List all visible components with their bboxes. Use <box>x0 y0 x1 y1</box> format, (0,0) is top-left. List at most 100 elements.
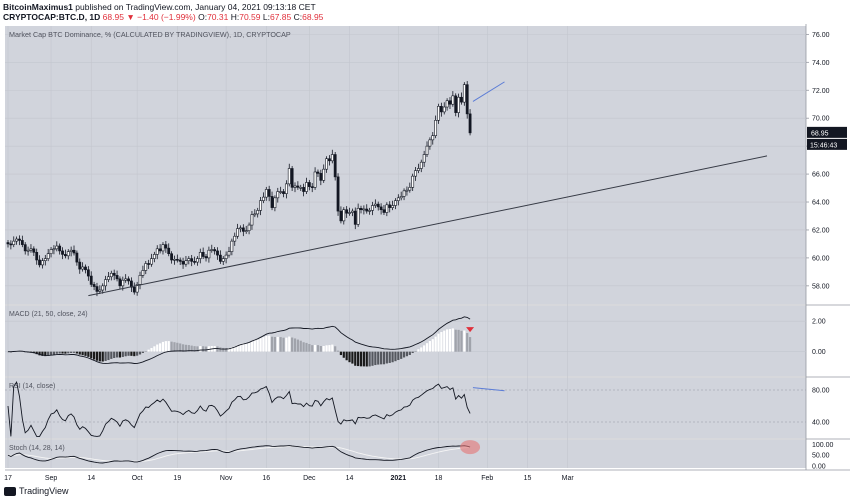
candle-up <box>161 244 165 252</box>
candle-up <box>109 272 113 278</box>
macd-line <box>8 316 471 364</box>
stoch-y-tick-label: 0.00 <box>812 463 826 470</box>
macd-histogram-bar <box>423 345 426 352</box>
symbol-header: CRYPTOCAP:BTC.D, 1D 68.95 ▼ −1.40 (−1.99… <box>3 12 323 22</box>
macd-histogram-bar <box>351 351 354 364</box>
macd-histogram-bar <box>138 351 142 355</box>
candle-down <box>388 204 392 208</box>
candle-down <box>204 256 208 259</box>
candle-up <box>98 289 102 292</box>
candle-down <box>147 263 151 265</box>
candle-up <box>52 248 56 251</box>
macd-histogram-bar <box>365 351 368 367</box>
macd-histogram-bar <box>130 351 133 356</box>
macd-histogram-bar <box>87 351 90 357</box>
candle-up <box>442 106 446 113</box>
y-tick-label: 60.00 <box>812 255 830 262</box>
x-tick-label: 17 <box>4 475 12 482</box>
macd-histogram-bar <box>101 351 104 362</box>
candle-down <box>9 243 13 246</box>
macd-histogram-bar <box>382 351 386 365</box>
macd-histogram-bar <box>219 347 222 352</box>
candle-up <box>350 210 354 213</box>
candle-up <box>196 258 199 263</box>
author-name[interactable]: BitcoinMaximus1 <box>3 2 73 12</box>
macd-histogram-bar <box>334 346 337 352</box>
candle-up <box>342 209 346 222</box>
symbol-name[interactable]: CRYPTOCAP:BTC.D, 1D <box>3 12 101 22</box>
candle-up <box>408 187 412 191</box>
candle-up <box>391 205 394 208</box>
candle-down <box>18 238 21 241</box>
x-tick-label: Nov <box>220 475 233 482</box>
candle-up <box>325 158 328 170</box>
y-tick-label: 66.00 <box>812 172 830 179</box>
macd-y-tick-label: 2.00 <box>812 319 826 326</box>
macd-histogram-bar <box>299 340 302 352</box>
candle-up <box>451 95 455 105</box>
macd-histogram-bar <box>170 341 173 352</box>
candle-down <box>282 191 285 194</box>
stoch-y-tick-label: 50.00 <box>812 453 830 460</box>
candle-up <box>399 196 403 199</box>
candle-up <box>138 275 142 285</box>
macd-histogram-bar <box>58 351 61 354</box>
candle-up <box>107 276 110 280</box>
macd-title: MACD (21, 50, close, 24) <box>9 311 88 318</box>
macd-histogram-bar <box>377 351 380 365</box>
macd-histogram-bar <box>49 351 53 356</box>
candle-up <box>250 214 254 226</box>
price-divergence-line <box>472 81 505 102</box>
candle-up <box>356 208 360 225</box>
macd-histogram-bar <box>156 344 159 352</box>
macd-histogram-bar <box>127 351 130 356</box>
macd-histogram-bar <box>153 346 156 352</box>
candle-up <box>49 249 53 255</box>
candle-up <box>284 183 288 194</box>
macd-histogram-bar <box>448 328 452 352</box>
stoch-highlight-circle <box>460 440 481 455</box>
macd-histogram-bar <box>276 336 279 352</box>
candle-down <box>267 189 271 197</box>
macd-histogram-bar <box>388 351 391 363</box>
candle-down <box>35 252 39 261</box>
stoch-signal-line <box>7 445 471 462</box>
y-tick-label: 72.00 <box>812 88 830 95</box>
candle-up <box>273 197 277 208</box>
macd-histogram-bar <box>268 335 271 352</box>
last-price: 68.95 <box>102 12 124 22</box>
candle-down <box>448 100 452 105</box>
candle-up <box>396 197 400 201</box>
candle-up <box>402 190 406 197</box>
candle-down <box>353 210 357 225</box>
macd-histogram-bar <box>316 345 320 352</box>
pane-background-0 <box>5 26 806 304</box>
macd-histogram-bar <box>81 351 84 356</box>
candle-up <box>198 252 202 259</box>
chart-canvas[interactable]: 17 Sep 14 Oct 19 Nov 16 Dec 14 2021 18 Feb 15 Mar 58.0… <box>0 24 850 486</box>
macd-histogram-bar <box>336 350 340 352</box>
candle-up <box>313 171 317 188</box>
candle-up <box>207 249 211 259</box>
candle-up <box>12 240 16 245</box>
macd-histogram-bar <box>359 351 363 367</box>
candle-down <box>359 208 363 211</box>
macd-histogram-bar <box>408 351 411 355</box>
candle-down <box>376 203 380 208</box>
candle-down <box>118 278 122 287</box>
candle-up <box>253 213 257 216</box>
macd-histogram-bar <box>440 332 443 352</box>
candle-down <box>84 266 87 271</box>
candle-down <box>336 176 340 212</box>
candle-down <box>213 249 217 252</box>
macd-histogram-bar <box>311 345 314 352</box>
macd-histogram-bar <box>227 348 231 352</box>
tradingview-footer[interactable]: TradingView <box>4 486 69 496</box>
macd-histogram-bar <box>374 351 377 366</box>
candle-up <box>368 210 372 212</box>
macd-histogram-bar <box>173 342 176 352</box>
candle-up <box>41 260 44 266</box>
candle-up <box>322 168 326 181</box>
candle-up <box>43 258 47 261</box>
price-change: ▼ −1.40 (−1.99%) <box>126 12 196 22</box>
